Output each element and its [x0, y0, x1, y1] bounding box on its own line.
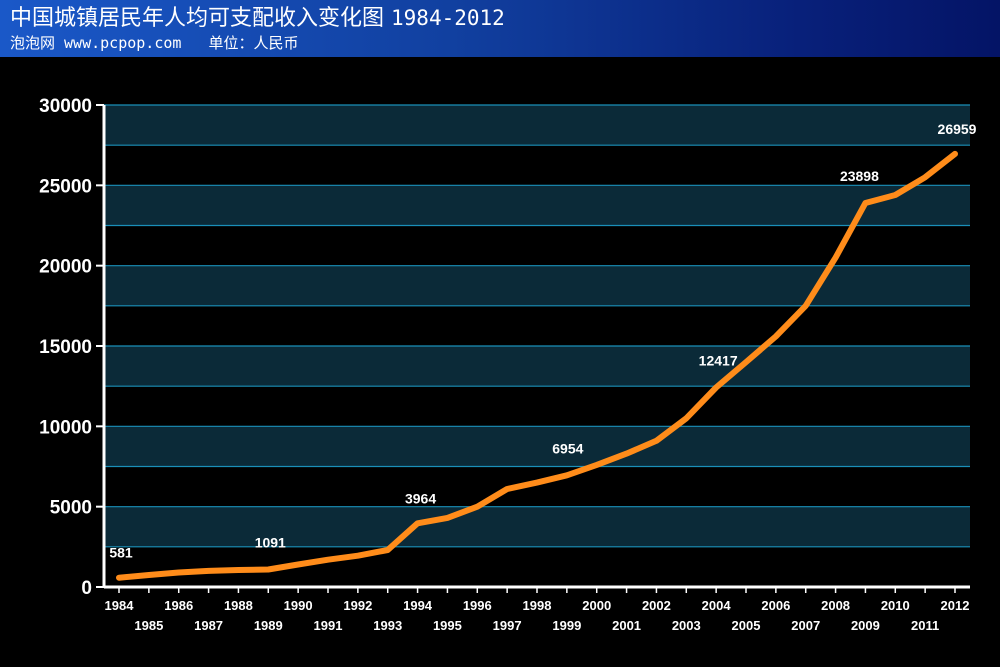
plot-band — [104, 145, 970, 186]
plot-band — [104, 225, 970, 266]
x-tick-label: 2003 — [672, 618, 701, 633]
x-tick-label: 1984 — [105, 598, 135, 613]
chart-header: 中国城镇居民年人均可支配收入变化图 1984-2012 泡泡网 www.pcpo… — [0, 0, 1000, 57]
x-tick-label: 1986 — [164, 598, 193, 613]
data-label: 581 — [109, 545, 133, 561]
chart-subtitle: 泡泡网 www.pcpop.com 单位：人民币 — [10, 33, 299, 53]
plot-band — [104, 426, 970, 467]
x-tick-label: 1992 — [343, 598, 372, 613]
x-tick-label: 1996 — [463, 598, 492, 613]
y-tick-label: 5000 — [50, 498, 92, 519]
plot-band — [104, 506, 970, 547]
source-text: 泡泡网 www.pcpop.com — [10, 34, 182, 52]
x-tick-label: 1998 — [523, 598, 552, 613]
x-tick-label: 1990 — [284, 598, 313, 613]
y-tick-label: 20000 — [39, 257, 92, 278]
plot-band — [104, 466, 970, 507]
x-tick-label: 2006 — [761, 598, 790, 613]
series-line — [116, 150, 958, 581]
x-tick-label: 1995 — [433, 618, 462, 633]
x-tick-label: 1999 — [552, 618, 581, 633]
x-tick-label: 1991 — [314, 618, 343, 633]
x-tick-label: 2012 — [941, 598, 970, 613]
x-tick-label: 1993 — [373, 618, 402, 633]
x-tick-label: 1988 — [224, 598, 253, 613]
y-tick-label: 10000 — [39, 417, 92, 438]
plot-band — [104, 346, 970, 387]
x-tick-label: 1985 — [134, 618, 163, 633]
x-tick-label: 1989 — [254, 618, 283, 633]
x-tick-label: 1997 — [493, 618, 522, 633]
x-tick-label: 1987 — [194, 618, 223, 633]
x-tick-label: 2002 — [642, 598, 671, 613]
data-label: 12417 — [699, 353, 738, 369]
x-tick-label: 2010 — [881, 598, 910, 613]
plot-band — [104, 386, 970, 427]
x-tick-label: 2005 — [732, 618, 761, 633]
data-label: 6954 — [552, 440, 583, 456]
data-label: 23898 — [840, 168, 879, 184]
plot-band — [104, 546, 970, 587]
x-tick-label: 2000 — [582, 598, 611, 613]
x-tick-label: 2011 — [911, 618, 939, 633]
y-tick-label: 25000 — [39, 176, 92, 197]
plot-band — [104, 105, 970, 146]
x-tick-label: 2001 — [612, 618, 641, 633]
y-tick-label: 15000 — [39, 337, 92, 358]
plot-band — [104, 185, 970, 226]
x-tick-label: 2004 — [702, 598, 732, 613]
data-label: 3964 — [405, 490, 436, 506]
x-tick-label: 2007 — [791, 618, 820, 633]
data-label: 26959 — [938, 121, 977, 137]
chart-title: 中国城镇居民年人均可支配收入变化图 1984-2012 — [10, 4, 505, 33]
plot-band — [104, 265, 970, 306]
plot-band — [104, 305, 970, 346]
data-label: 1091 — [255, 534, 286, 550]
y-tick-label: 30000 — [39, 96, 92, 117]
title-range: 1984-2012 — [391, 6, 505, 30]
x-tick-label: 2009 — [851, 618, 880, 633]
y-tick-label: 0 — [81, 578, 92, 599]
x-tick-label: 2008 — [821, 598, 850, 613]
title-text: 中国城镇居民年人均可支配收入变化图 — [10, 6, 385, 31]
unit-text: 单位：人民币 — [208, 34, 299, 52]
x-tick-label: 1994 — [403, 598, 433, 613]
